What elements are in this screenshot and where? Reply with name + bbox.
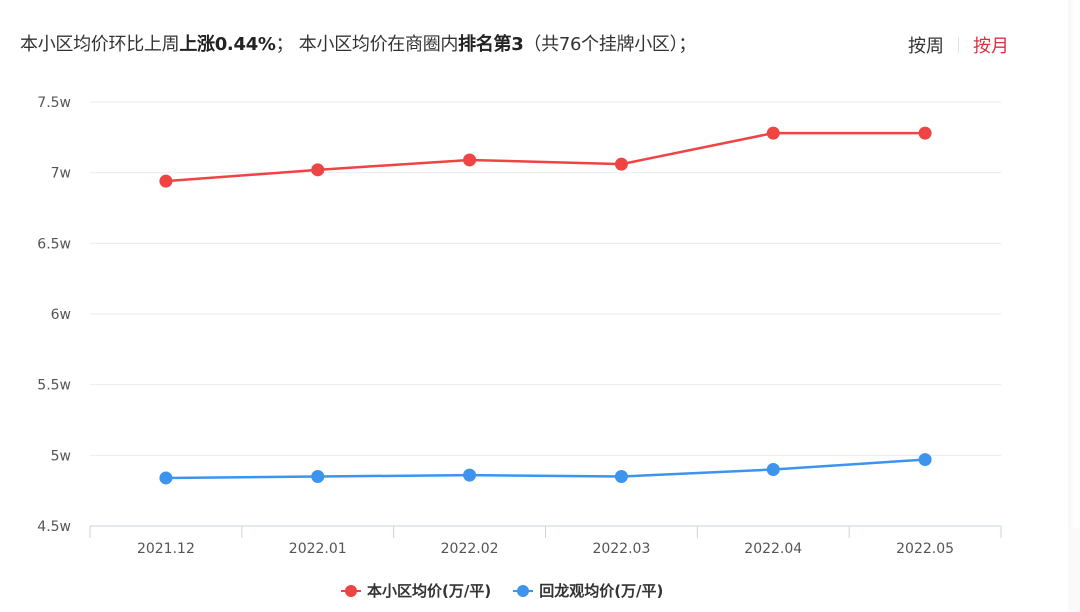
legend-marker-red-icon [341,584,361,597]
legend-label: 本小区均价(万/平) [367,582,492,600]
data-point[interactable] [614,157,628,171]
data-point[interactable] [614,470,628,484]
grid-lines [90,101,1001,456]
x-axis: 2021.12 2022.01 2022.02 2022.03 2022.04 2022.… [89,525,1002,557]
district-rank: 排名第3 [458,34,524,55]
legend-item-community[interactable]: 本小区均价(万/平) [341,580,491,601]
y-tick-label: 6w [51,307,71,323]
data-point[interactable] [918,126,932,140]
x-tick-label: 2022.02 [441,541,499,557]
series-1 [159,126,932,188]
legend-label: 回龙观均价(万/平) [539,582,664,600]
period-toggle: 按周 按月 [908,32,1009,58]
data-point[interactable] [766,126,780,140]
toggle-divider [958,37,959,53]
x-tick-label: 2022.01 [289,541,347,557]
toggle-monthly[interactable]: 按月 [973,36,1009,57]
y-tick-label: 7w [51,166,71,182]
x-tick-label: 2021.12 [137,541,195,557]
price-summary: 本小区均价环比上周上涨0.44%； 本小区均价在商圈内排名第3（共76个挂牌小区… [20,32,696,58]
data-point[interactable] [463,153,477,167]
panel-edge-bottom [1068,528,1080,612]
y-tick-label: 5w [51,448,71,464]
y-tick-label: 5.5w [37,378,71,394]
data-point[interactable] [311,470,325,484]
summary-prefix: 本小区均价环比上周 [20,34,180,55]
data-point[interactable] [159,471,173,485]
series-2 [159,453,932,485]
summary-middle: ； 本小区均价在商圈内 [275,34,459,55]
panel-edge-shadow [1068,0,1080,528]
series-line [164,458,927,480]
legend-marker-blue-icon [513,584,534,597]
data-point[interactable] [311,163,325,177]
toggle-weekly[interactable]: 按周 [908,36,944,57]
x-tick-label: 2022.04 [744,541,802,557]
series-line [164,131,927,183]
y-tick-label: 6.5w [37,236,71,252]
legend-item-district[interactable]: 回龙观均价(万/平) [513,580,663,601]
data-series [159,126,932,485]
x-tick-label: 2022.05 [896,541,954,557]
y-tick-label: 7.5w [37,95,71,111]
data-point[interactable] [159,174,173,188]
data-point[interactable] [766,462,780,476]
data-point[interactable] [918,453,932,467]
weekly-change: 上涨0.44% [179,34,276,55]
y-tick-label: 4.5w [37,519,71,535]
summary-suffix: （共76个挂牌小区）； [523,34,697,55]
y-axis: 4.5w 5w 5.5w 6w 6.5w 7w 7.5w [37,95,71,535]
chart-legend: 本小区均价(万/平) 回龙观均价(万/平) [341,580,685,601]
x-tick-label: 2022.03 [592,541,650,557]
data-point[interactable] [463,468,477,482]
